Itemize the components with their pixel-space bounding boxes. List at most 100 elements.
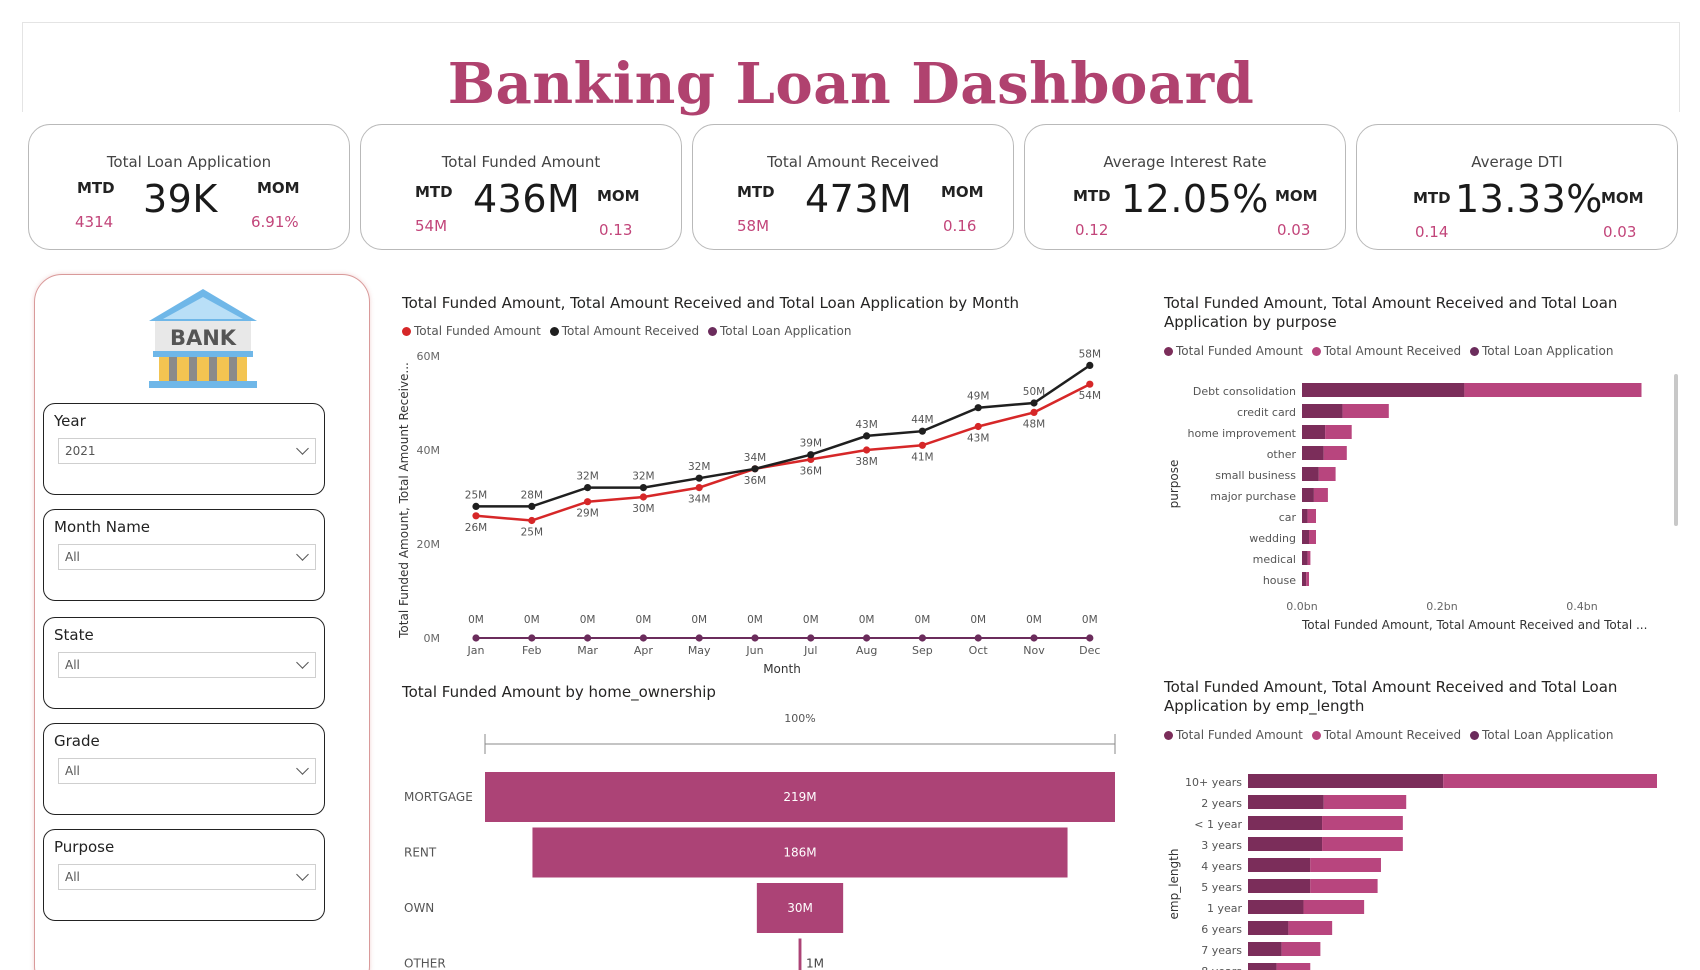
bar-segment — [1302, 446, 1324, 460]
line-chart-legend: Total Funded Amount Total Amount Receive… — [402, 324, 856, 338]
x-tick-label: 0.0bn — [1286, 600, 1317, 613]
legend-item-applications[interactable]: Total Loan Application — [1469, 728, 1613, 742]
funnel-value-label: 30M — [787, 901, 813, 915]
month-name-dropdown[interactable]: All — [58, 544, 316, 570]
kpi-card-average-interest-rate[interactable]: Average Interest Rate MTD 12.05% MOM 0.1… — [1024, 124, 1346, 250]
kpi-title: Total Funded Amount — [441, 153, 601, 171]
bar-segment — [1307, 509, 1316, 523]
kpi-title: Average DTI — [1471, 153, 1563, 171]
data-label: 39M — [800, 438, 822, 450]
x-tick-label: Mar — [577, 644, 598, 657]
category-label: major purchase — [1210, 490, 1296, 503]
purpose-dropdown[interactable]: All — [58, 864, 316, 890]
legend-item-received[interactable]: Total Amount Received — [1311, 728, 1461, 742]
legend-item-funded[interactable]: Total Funded Amount — [1164, 344, 1303, 358]
kpi-mom-label: MOM — [941, 183, 984, 201]
legend-label: Total Funded Amount — [414, 324, 541, 338]
category-label: 8 years — [1201, 965, 1242, 970]
x-axis-label: Total Funded Amount, Total Amount Receiv… — [1301, 618, 1647, 632]
funnel-category-label: OWN — [404, 901, 434, 915]
legend-item-applications[interactable]: Total Loan Application — [1469, 344, 1613, 358]
x-tick-label: Sep — [912, 644, 933, 657]
line-chart[interactable]: 0M 20M 40M 60M Total Funded Amount, Total Am… — [398, 340, 1118, 680]
legend-item-received[interactable]: Total Amount Received — [549, 324, 699, 338]
home-ownership-funnel-chart[interactable]: 100% MORTGAGE 219M RENT 186M OWN 30M OTHER 1M — [398, 706, 1118, 970]
data-point — [528, 634, 536, 642]
bar-segment — [1309, 530, 1316, 544]
data-point — [584, 484, 592, 492]
emp-length-chart-title: Total Funded Amount, Total Amount Receiv… — [1164, 678, 1618, 715]
x-axis-label: Month — [763, 662, 801, 676]
data-label: 26M — [465, 522, 487, 534]
bar-segment — [1248, 963, 1277, 970]
data-point — [1086, 634, 1094, 642]
data-point — [974, 404, 982, 412]
x-tick-label: Oct — [969, 644, 989, 657]
kpi-value: 39K — [143, 177, 218, 221]
kpi-card-total-loan-application[interactable]: Total Loan Application MTD 39K MOM 4314 … — [28, 124, 350, 250]
state-dropdown[interactable]: All — [58, 652, 316, 678]
chevron-down-icon — [296, 868, 309, 881]
x-tick-label: 0.2bn — [1426, 600, 1457, 613]
bar-segment — [1313, 488, 1328, 502]
category-label: Debt consolidation — [1193, 385, 1296, 398]
data-label: 0M — [524, 614, 540, 626]
series-line-received — [476, 364, 1091, 508]
kpi-value: 13.33% — [1455, 177, 1603, 221]
kpi-card-total-amount-received[interactable]: Total Amount Received MTD 473M MOM 58M 0… — [692, 124, 1014, 250]
funnel-bar — [798, 938, 802, 970]
bar-segment — [1302, 383, 1465, 397]
slicer-label: Grade — [54, 732, 100, 750]
data-label: 0M — [747, 614, 763, 626]
data-point — [751, 634, 759, 642]
filter-panel: BANK Year 2021 Month Name All State All … — [34, 274, 370, 970]
data-point — [528, 502, 536, 510]
data-label: 0M — [970, 614, 986, 626]
legend-dot — [1164, 731, 1173, 740]
data-label: 25M — [521, 527, 543, 539]
kpi-card-total-funded-amount[interactable]: Total Funded Amount MTD 436M MOM 54M 0.1… — [360, 124, 682, 250]
category-label: home improvement — [1188, 427, 1297, 440]
data-label: 41M — [911, 451, 933, 463]
legend-item-received[interactable]: Total Amount Received — [1311, 344, 1462, 358]
y-axis-label: Total Funded Amount, Total Amount Receiv… — [398, 362, 411, 639]
data-point — [974, 422, 982, 431]
kpi-card-average-dti[interactable]: Average DTI MTD 13.33% MOM 0.14 0.03 — [1356, 124, 1678, 250]
x-tick-label: 0.4bn — [1566, 600, 1597, 613]
category-label: 2 years — [1201, 797, 1242, 810]
data-label: 44M — [911, 414, 933, 426]
legend-item-applications[interactable]: Total Loan Application — [707, 324, 851, 338]
kpi-value: 473M — [805, 177, 913, 221]
funnel-value-label: 219M — [783, 790, 816, 804]
legend-dot — [1311, 731, 1321, 740]
kpi-mom-value: 6.91% — [251, 213, 299, 231]
grade-dropdown[interactable]: All — [58, 758, 316, 784]
category-label: small business — [1215, 469, 1296, 482]
category-label: 6 years — [1201, 923, 1242, 936]
data-point — [528, 516, 536, 525]
x-tick-label: Dec — [1079, 644, 1100, 657]
data-label: 36M — [744, 475, 766, 487]
data-label: 49M — [967, 391, 989, 403]
purpose-bar-chart[interactable]: Debt consolidation credit card home improv… — [1160, 366, 1680, 636]
data-label: 29M — [576, 508, 598, 520]
data-point — [863, 634, 871, 642]
y-tick-label: 60M — [417, 350, 441, 363]
bar-segment — [1248, 837, 1323, 851]
data-point — [472, 512, 480, 520]
data-label: 34M — [688, 494, 710, 506]
kpi-title: Total Amount Received — [767, 153, 939, 171]
category-label: other — [1267, 448, 1297, 461]
data-label: 0M — [859, 614, 875, 626]
slicer-year: Year 2021 — [43, 403, 325, 495]
legend-item-funded[interactable]: Total Funded Amount — [1164, 728, 1303, 742]
year-dropdown[interactable]: 2021 — [58, 438, 316, 464]
legend-item-funded[interactable]: Total Funded Amount — [402, 324, 541, 338]
legend-label: Total Amount Received — [1323, 344, 1462, 358]
data-label: 48M — [1023, 418, 1045, 430]
data-label: 34M — [744, 452, 766, 464]
emp-length-bar-chart[interactable]: 10+ years 2 years < 1 year 3 years 4 years 5 … — [1160, 752, 1680, 970]
bar-segment — [1464, 383, 1642, 397]
category-label: car — [1279, 511, 1297, 524]
data-point — [695, 484, 703, 492]
